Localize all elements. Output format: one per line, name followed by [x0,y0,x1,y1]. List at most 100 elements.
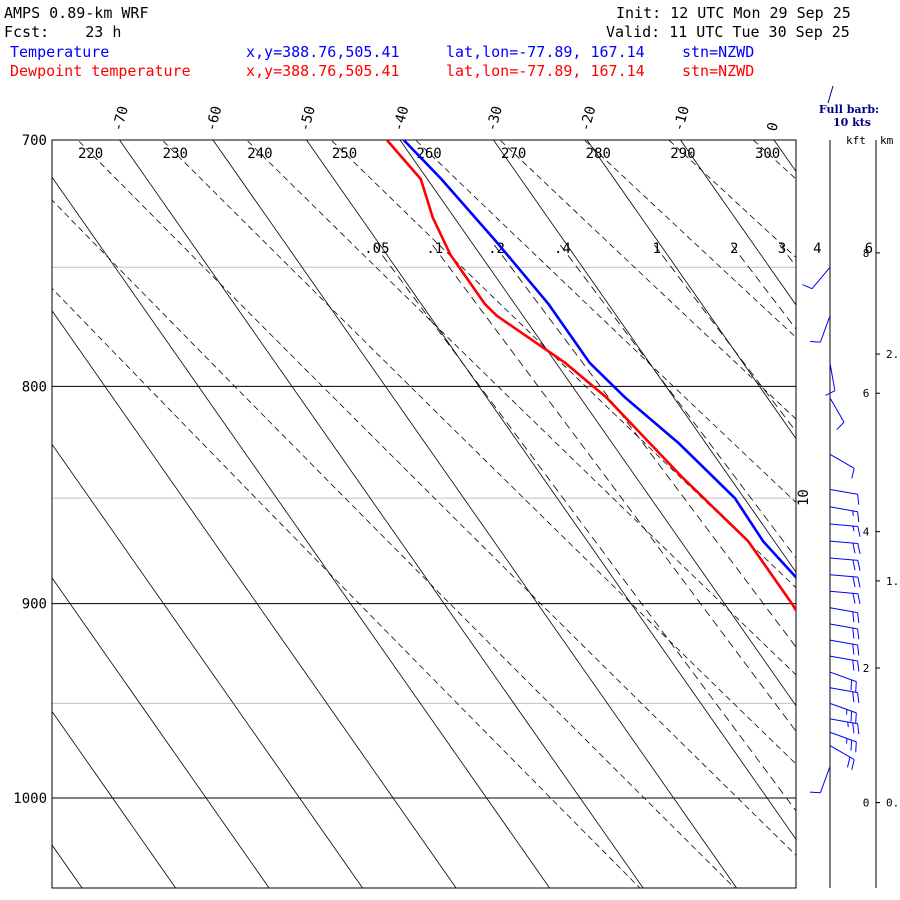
isotherm--120 [52,710,176,888]
temperature-station: stn=NZWD [682,43,755,61]
mixing-ratio-lines [374,244,900,885]
wind-barb-flag [857,494,860,505]
wind-barb-flag [825,390,836,396]
mixing-ratio-label-8: 6 [865,241,873,257]
temperature-profile [402,140,796,580]
wind-barb-flag [852,611,855,623]
wind-barb-staff [829,523,858,527]
dry-adiabat-200 [52,287,641,888]
wind-barb-flag [857,577,861,588]
temp-label--50: -50 [297,104,319,133]
mixing-ratio-line-7 [815,245,900,885]
dewpoint-latlon: lat,lon=-77.89, 167.14 [446,62,645,80]
wind-barb [829,590,861,605]
dewpoint-legend: Dewpoint temperature [10,62,191,80]
mixing-ratio-labels: .05.1.2.4 1 2 3 4 6 [364,241,873,257]
wind-barb-flag [857,612,860,624]
wind-barb [829,557,861,571]
wind-barb-flag [852,576,856,588]
dry-adiabats [52,120,900,896]
wind-barb-flag [855,712,857,724]
kft-label-8: 8 [863,247,870,260]
wind-barb-flag [857,593,861,605]
km-label-2: 2. [886,348,899,361]
wind-barb [829,488,860,505]
wind-barb [829,574,861,588]
pressure-label-900: 900 [22,597,47,613]
isotherm--10 [680,140,796,306]
kft-label-0: 0 [863,797,870,810]
wind-barb-flag [857,543,861,554]
wind-barb-flag [852,691,855,703]
mixing-ratio-label-5: 2 [730,241,738,257]
wind-barb-half [852,525,855,532]
mixing-ratio-line-3 [559,244,796,559]
mixing-ratio-line-4 [654,244,796,433]
dry-adiabat-210 [52,199,736,888]
mixing-ratio-line-6 [779,244,796,267]
wind-barb-flag [809,791,821,794]
wind-barb-flag [852,593,856,604]
isotherm--80 [52,176,550,888]
temp-label--40: -40 [390,104,412,133]
wind-barb-flag [852,722,855,734]
wind-barb-staff [829,702,857,714]
wind-barb [829,506,860,523]
valid-time: Valid: 11 UTC Tue 30 Sep 25 [606,23,850,41]
isotherm--40 [399,140,796,707]
wind-barb [829,702,857,724]
dry-adiabat-240 [246,140,796,676]
wind-barb-staff [819,315,831,343]
wind-barb [809,315,831,343]
km-label-0: 0. [886,797,899,810]
isotherm--60 [212,140,737,888]
wind-barb-staff [829,731,857,743]
wind-barb-flag [847,756,851,768]
dewpoint-xy: x,y=388.76,505.41 [246,62,400,80]
temperature-labels: -70 -60 -50 -40 -30 -20 -10 0 [110,104,782,133]
kft-label: kft [846,134,866,147]
wind-barb-flag [855,741,857,753]
wind-barb-staff [829,718,858,725]
theta-label-240: 240 [247,146,272,162]
wind-barb-flag [851,468,855,479]
mixing-ratio-label-6: 3 [778,241,786,257]
temp-label-0: 0 [764,121,782,133]
wind-barb-staff [829,655,858,662]
wind-barb-staff [829,623,858,630]
wind-barb-staff [829,671,857,683]
theta-label-230: 230 [163,146,188,162]
isotherm--90 [52,310,457,888]
temp-label--70: -70 [110,104,132,133]
wind-barb-flag [852,660,855,671]
wind-barb-staff [829,607,858,614]
barb-legend-line2: 10 kts [833,116,871,129]
dewpoint-profile [385,140,796,613]
temperature-latlon: lat,lon=-77.89, 167.14 [446,43,645,61]
wind-barb-staff [829,687,858,694]
wind-barb [829,655,860,672]
wind-barb-staff [829,488,858,495]
dry-adiabat-250 [330,140,796,589]
wind-barb-flag [852,559,856,571]
wind-barb [825,363,836,396]
dry-adiabat-310 [816,120,900,896]
wind-barb-flag [857,723,860,735]
wind-barb [802,266,831,290]
dry-adiabat-280 [583,140,796,338]
dry-adiabat-290 [668,140,796,259]
dry-adiabat-300 [752,140,796,180]
kft-label-6: 6 [863,387,870,400]
kft-label-4: 4 [863,526,870,539]
minor-isobars [52,266,796,704]
wind-barb-staff [829,363,836,391]
mixing-ratio-line-2 [493,244,796,648]
temp-label--60: -60 [203,104,225,133]
wind-barb [829,540,861,554]
wind-barb [829,607,860,624]
init-time: Init: 12 UTC Mon 29 Sep 25 [616,4,851,22]
km-label-1: 1. [886,575,899,588]
forecast-hour: Fcst: 23 h [4,23,122,41]
mixing-ratio-label-4: 1 [653,241,661,257]
wind-barb-half [847,721,849,728]
